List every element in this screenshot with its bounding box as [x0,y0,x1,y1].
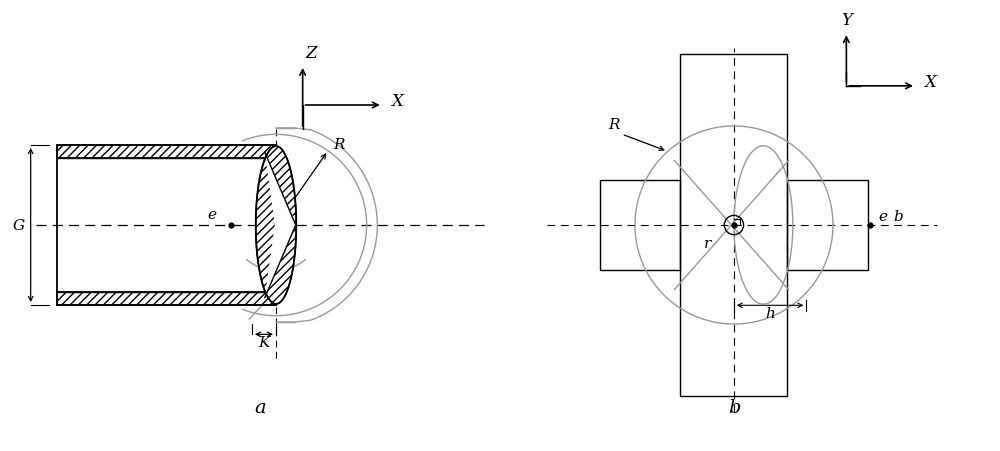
Text: K: K [258,336,270,349]
Text: e: e [208,207,216,221]
Text: Z: Z [305,45,317,62]
Text: Y: Y [841,12,852,29]
Polygon shape [256,147,296,304]
Polygon shape [57,146,276,159]
Text: b: b [893,209,903,223]
Text: h: h [765,306,775,320]
Text: b: b [728,399,740,416]
Text: X: X [391,93,403,110]
Text: R: R [608,117,619,131]
Polygon shape [265,153,296,298]
Polygon shape [57,292,276,305]
Text: r: r [704,237,711,251]
Polygon shape [265,153,296,298]
Text: X: X [924,74,936,91]
Text: R: R [333,138,345,152]
Text: G: G [13,219,25,232]
Polygon shape [256,147,296,304]
Text: e: e [878,209,887,223]
Text: a: a [254,398,266,416]
